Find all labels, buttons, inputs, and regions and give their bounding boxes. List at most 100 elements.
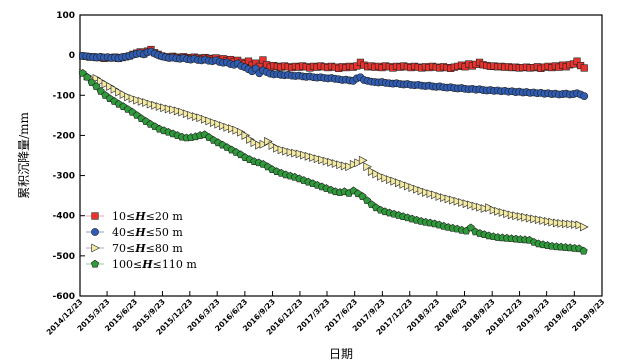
legend-item: 100≤H≤110 m xyxy=(86,258,197,271)
data-point xyxy=(182,109,192,119)
data-point xyxy=(426,189,436,199)
data-point xyxy=(300,150,309,160)
data-point xyxy=(237,127,246,137)
data-point xyxy=(458,198,467,207)
data-point xyxy=(521,212,530,222)
data-point xyxy=(539,216,548,225)
data-point xyxy=(580,92,589,100)
data-point xyxy=(413,184,422,194)
data-point xyxy=(92,82,101,90)
data-point xyxy=(119,90,129,99)
data-point xyxy=(467,200,476,210)
data-point xyxy=(543,216,553,226)
data-point xyxy=(151,100,160,110)
data-point xyxy=(232,125,242,135)
data-point xyxy=(295,149,305,159)
data-point xyxy=(282,146,291,156)
legend-marker xyxy=(90,259,100,268)
data-point xyxy=(336,160,345,170)
data-point xyxy=(345,162,354,172)
data-point xyxy=(173,106,183,116)
data-point xyxy=(573,57,581,65)
legend-label: 10≤H≤20 m xyxy=(112,210,183,223)
data-point xyxy=(471,201,481,211)
data-point xyxy=(169,105,178,115)
data-point xyxy=(250,138,260,148)
data-point xyxy=(349,159,359,169)
data-point xyxy=(462,199,472,209)
data-point xyxy=(291,148,300,158)
data-point xyxy=(561,219,571,229)
legend-label: 100≤H≤110 m xyxy=(112,258,197,271)
legend-item: 70≤H≤80 m xyxy=(86,242,183,255)
data-point xyxy=(557,218,567,228)
data-point xyxy=(422,188,431,197)
data-point xyxy=(453,196,463,206)
y-tick-label: -600 xyxy=(52,292,75,302)
data-point xyxy=(534,215,544,225)
data-point xyxy=(566,219,576,229)
data-point xyxy=(273,143,282,153)
data-point xyxy=(358,155,368,165)
data-point xyxy=(507,210,517,220)
data-point xyxy=(399,180,409,189)
data-point xyxy=(489,205,499,215)
data-point xyxy=(575,220,585,230)
data-point xyxy=(362,196,372,204)
x-axis-title: 日期 xyxy=(329,347,353,361)
data-point xyxy=(571,220,580,229)
data-point xyxy=(78,68,87,77)
data-point xyxy=(358,192,367,200)
data-point xyxy=(124,92,133,102)
series-2 xyxy=(78,47,589,100)
data-point xyxy=(579,246,588,255)
data-point xyxy=(178,107,187,117)
data-point xyxy=(268,141,278,150)
data-point xyxy=(241,131,251,140)
data-point xyxy=(480,204,490,213)
data-point xyxy=(264,137,273,146)
data-point xyxy=(259,56,267,64)
data-point xyxy=(390,176,400,186)
data-point xyxy=(160,103,169,113)
y-axis: 100 0 -100 -200 -300 -400 -500 -600 xyxy=(52,11,85,302)
data-point xyxy=(376,171,386,181)
data-point xyxy=(205,116,215,126)
data-point xyxy=(128,94,138,103)
data-point xyxy=(318,155,327,165)
data-point xyxy=(372,169,382,179)
data-point xyxy=(191,112,201,121)
data-point xyxy=(309,153,318,162)
data-point xyxy=(580,222,589,232)
data-point xyxy=(354,158,363,168)
legend: 10≤H≤20 m 40≤H≤50 m 70≤H≤80 m 100≤H≤110 m xyxy=(86,210,197,271)
data-point xyxy=(327,157,336,167)
data-point xyxy=(395,178,404,188)
data-point xyxy=(353,62,361,70)
data-point xyxy=(440,193,449,203)
data-point xyxy=(209,118,219,127)
data-point xyxy=(466,223,475,232)
data-point xyxy=(83,72,92,81)
data-point xyxy=(244,57,253,65)
data-point xyxy=(385,175,395,184)
y-tick-label: -500 xyxy=(52,252,75,262)
data-point xyxy=(187,110,196,120)
data-point xyxy=(435,192,445,201)
data-point xyxy=(196,113,206,123)
data-point xyxy=(87,78,96,86)
data-point xyxy=(313,154,323,164)
legend-marker xyxy=(91,212,99,220)
data-point xyxy=(476,202,485,212)
data-point xyxy=(146,99,156,109)
y-tick-label: -200 xyxy=(52,131,75,141)
series-3 xyxy=(79,68,589,232)
data-point xyxy=(449,195,458,205)
data-point xyxy=(286,147,296,157)
y-tick-label: 100 xyxy=(56,11,75,21)
data-point xyxy=(97,76,106,86)
legend-marker xyxy=(91,243,100,253)
data-point xyxy=(255,140,264,150)
data-point xyxy=(133,95,142,105)
